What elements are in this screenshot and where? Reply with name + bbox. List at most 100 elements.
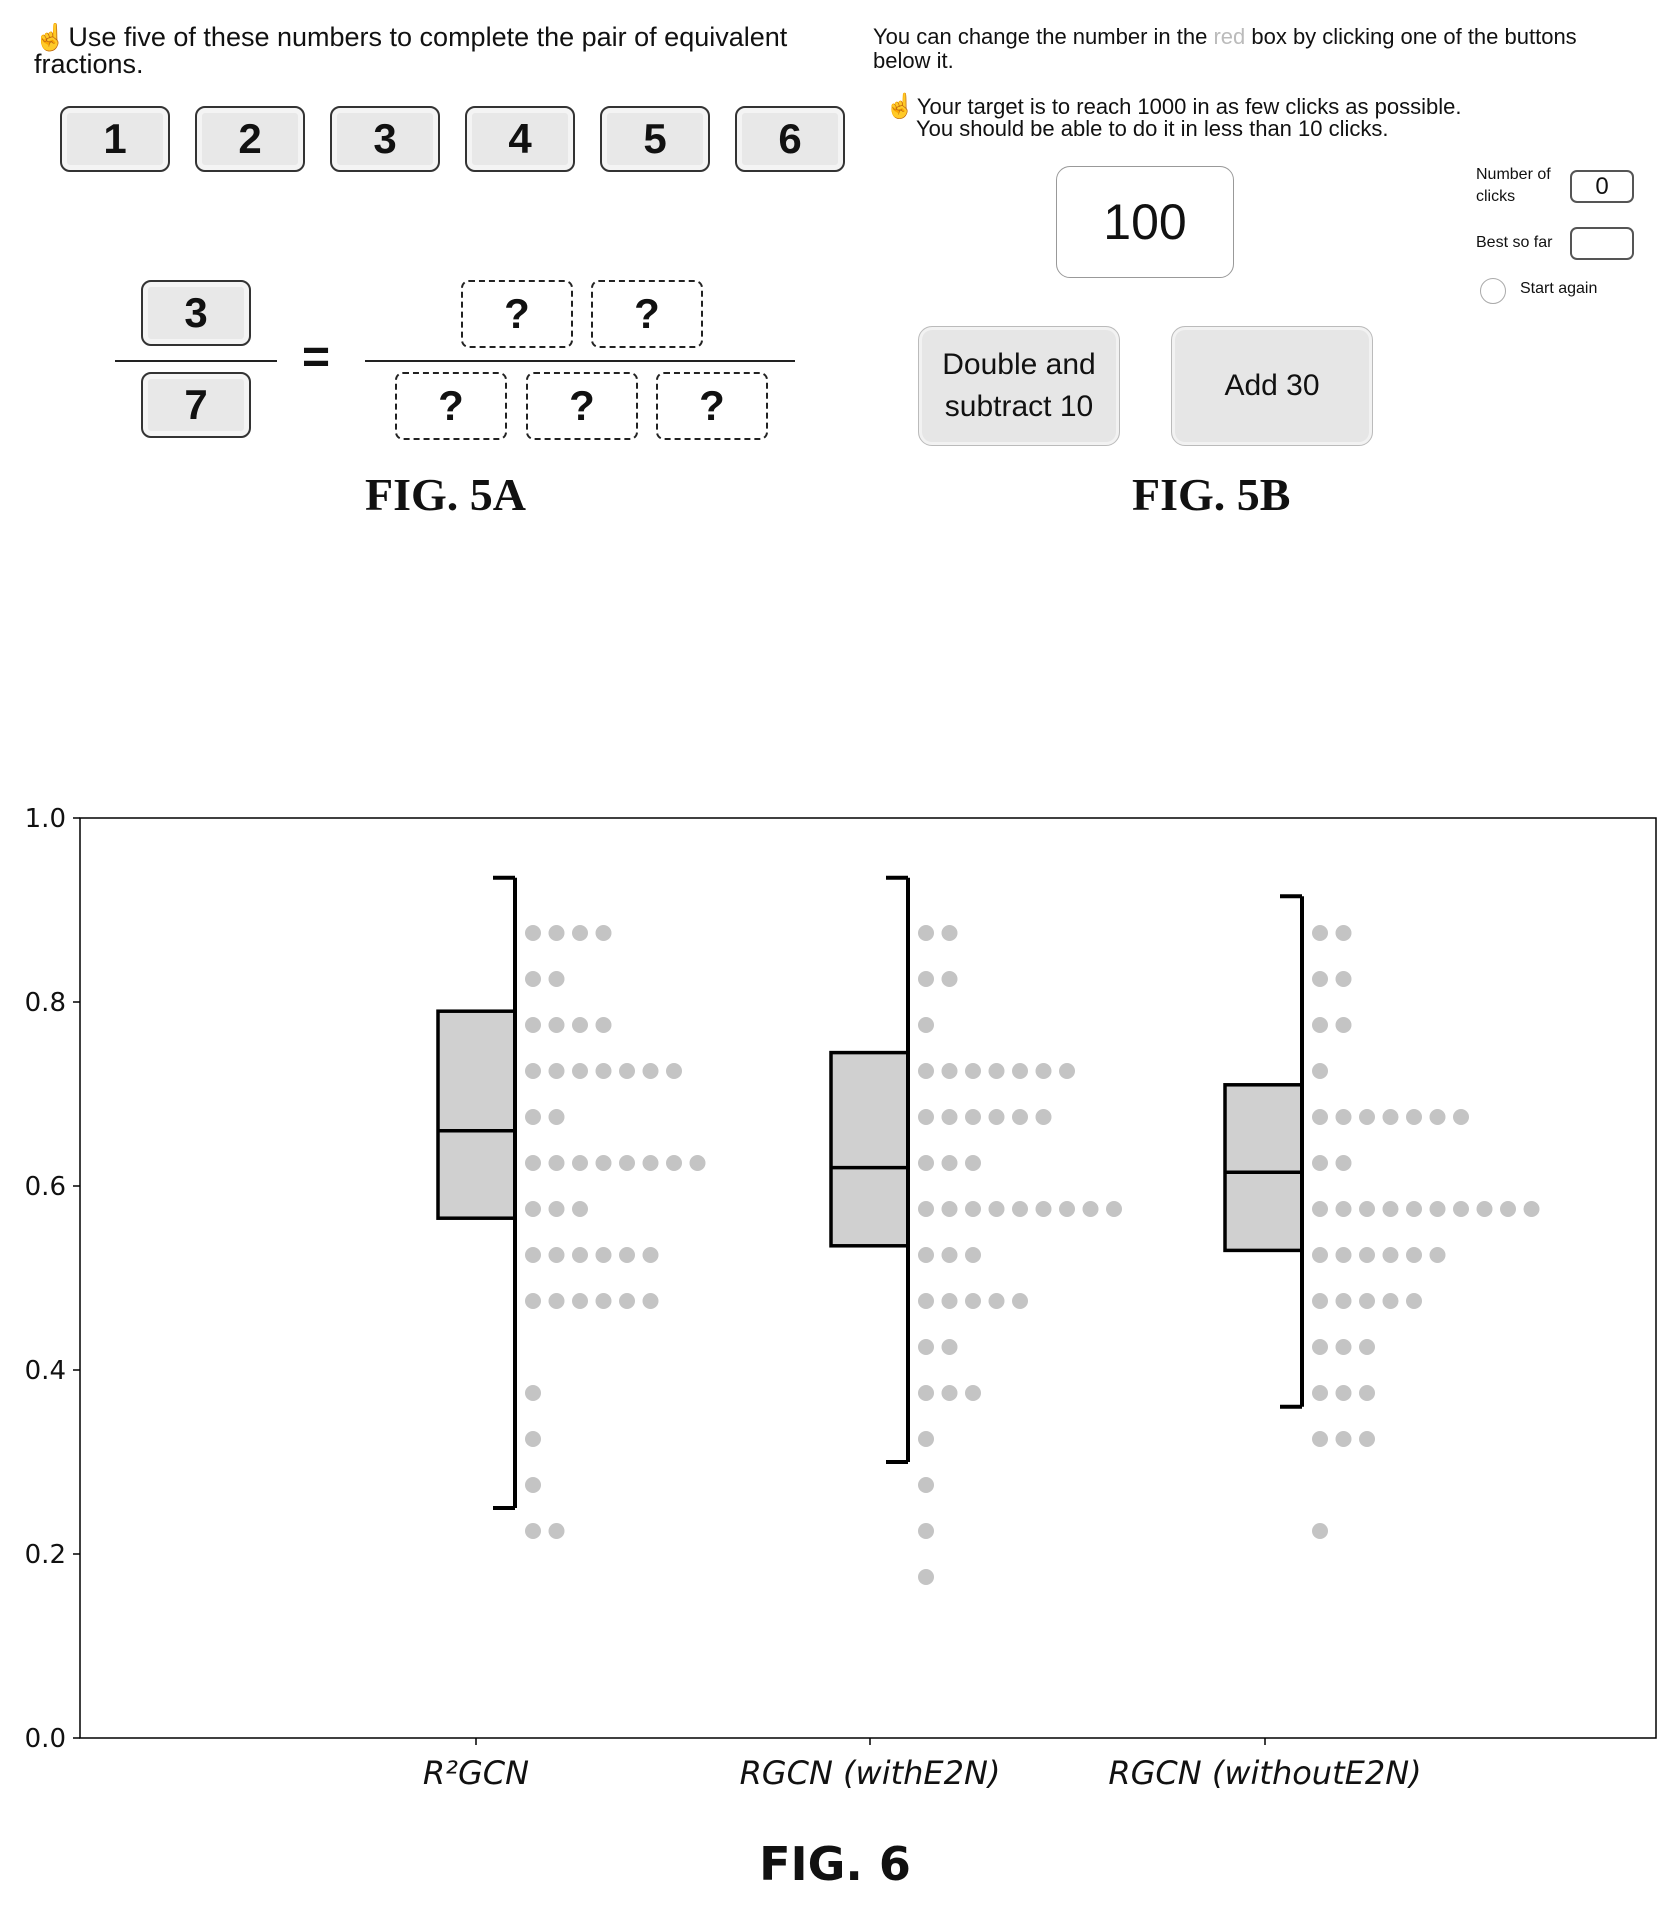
data-dot	[1453, 1109, 1469, 1125]
data-dot	[1335, 1247, 1352, 1263]
data-dot	[1406, 1201, 1422, 1217]
data-dot	[1476, 1201, 1493, 1217]
data-dot	[918, 1155, 934, 1171]
data-dot	[642, 1293, 659, 1309]
data-dot	[1335, 1431, 1352, 1447]
data-dot	[1359, 1109, 1375, 1125]
data-dot	[1312, 971, 1328, 987]
data-dot	[1453, 1201, 1469, 1217]
fig-5b-label: FIG. 5B	[1132, 469, 1291, 520]
data-dot	[965, 1293, 981, 1309]
data-dot	[595, 1293, 612, 1309]
data-dot	[1429, 1247, 1446, 1263]
hand-pointer-icon: ☝	[34, 22, 67, 52]
data-dot	[941, 1063, 958, 1079]
data-dot	[595, 1063, 612, 1079]
data-dot	[1335, 1155, 1352, 1171]
data-dot	[988, 1109, 1005, 1125]
data-dot	[619, 1293, 635, 1309]
data-dot	[918, 1523, 934, 1539]
data-dot	[941, 1339, 958, 1355]
fractions-instruction: ☝Use five of these numbers to complete t…	[34, 24, 854, 78]
data-dot	[525, 1109, 541, 1125]
data-dot	[1059, 1201, 1075, 1217]
data-dot	[572, 1201, 588, 1217]
data-dot	[1359, 1247, 1375, 1263]
double-subtract-button[interactable]: Double and subtract 10	[918, 326, 1120, 446]
number-tile-6[interactable]: 6	[735, 106, 845, 172]
data-dot	[525, 1155, 541, 1171]
data-dot	[918, 925, 934, 941]
data-dot	[548, 1247, 565, 1263]
data-dot	[548, 925, 565, 941]
numerator-slot-1[interactable]: ?	[461, 280, 573, 348]
data-dot	[918, 1109, 934, 1125]
data-dot	[1012, 1293, 1028, 1309]
data-dot	[1312, 1339, 1328, 1355]
data-dot	[525, 1385, 541, 1401]
number-tile-2[interactable]: 2	[195, 106, 305, 172]
box-iqr	[829, 1050, 910, 1248]
instruction-text: Use five of these numbers to complete th…	[34, 22, 788, 79]
data-dot	[1335, 1017, 1352, 1033]
target-line-1: Your target is to reach 1000 in as few c…	[916, 94, 1462, 119]
denominator-slot-3[interactable]: ?	[656, 372, 768, 440]
data-dot	[941, 1155, 958, 1171]
number-tile-3[interactable]: 3	[330, 106, 440, 172]
data-dot	[548, 1155, 565, 1171]
data-dot	[1335, 1339, 1352, 1355]
y-tick-label: 0.4	[25, 1356, 66, 1386]
denominator-slot-1[interactable]: ?	[395, 372, 507, 440]
data-dot	[548, 1201, 565, 1217]
data-dot	[666, 1063, 682, 1079]
left-fraction-bar	[115, 360, 277, 362]
denominator-slot-2[interactable]: ?	[526, 372, 638, 440]
data-dot	[525, 971, 541, 987]
data-dot	[666, 1155, 682, 1171]
number-tile-1[interactable]: 1	[60, 106, 170, 172]
data-dot	[965, 1155, 981, 1171]
data-dot	[918, 1063, 934, 1079]
start-again-label[interactable]: Start again	[1520, 280, 1598, 297]
data-dot	[941, 1385, 958, 1401]
data-dot	[689, 1155, 706, 1171]
clicks-counter: 0	[1570, 170, 1634, 203]
data-dot	[1382, 1247, 1399, 1263]
data-dot	[1406, 1247, 1422, 1263]
number-tile-5[interactable]: 5	[600, 106, 710, 172]
data-dot	[1312, 1247, 1328, 1263]
data-dot	[548, 971, 565, 987]
data-dot	[525, 925, 541, 941]
data-dot	[1012, 1109, 1028, 1125]
data-dot	[1335, 1201, 1352, 1217]
start-again-radio[interactable]	[1480, 278, 1506, 304]
data-dot	[1312, 1017, 1328, 1033]
data-dot	[918, 1339, 934, 1355]
data-dot	[1312, 1431, 1328, 1447]
data-dot	[548, 1063, 565, 1079]
current-number-box: 100	[1056, 166, 1234, 278]
data-dot	[965, 1385, 981, 1401]
data-dot	[642, 1247, 659, 1263]
number-tile-4[interactable]: 4	[465, 106, 575, 172]
data-dot	[1312, 1385, 1328, 1401]
game-intro: You can change the number in the red box…	[873, 25, 1633, 73]
box-iqr	[436, 1009, 517, 1220]
data-dot	[525, 1017, 541, 1033]
data-dot	[1035, 1063, 1052, 1079]
data-dot	[1359, 1293, 1375, 1309]
data-dot	[642, 1155, 659, 1171]
data-dot	[572, 925, 588, 941]
data-dot	[918, 1431, 934, 1447]
box-iqr	[1223, 1083, 1304, 1253]
data-dot	[1335, 971, 1352, 987]
plot-frame	[79, 817, 1657, 1739]
data-dot	[572, 1247, 588, 1263]
data-dot	[918, 1569, 934, 1585]
data-dot	[1312, 1063, 1328, 1079]
left-denominator-tile: 7	[141, 372, 251, 438]
data-dot	[1035, 1201, 1052, 1217]
add-30-button[interactable]: Add 30	[1171, 326, 1373, 446]
x-tick-label: R²GCN	[423, 1754, 529, 1792]
numerator-slot-2[interactable]: ?	[591, 280, 703, 348]
